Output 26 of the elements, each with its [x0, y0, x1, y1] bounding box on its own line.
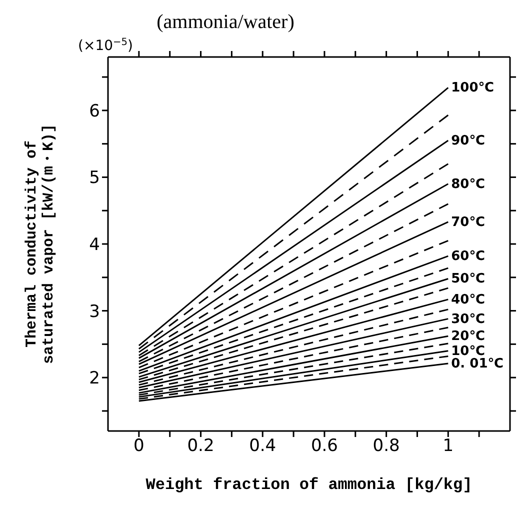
series-label: 20℃ [451, 329, 485, 344]
legend-label: 10℃ [451, 344, 485, 359]
text: (×10$^{−5}$) [78, 36, 133, 54]
series-label: 60℃ [451, 249, 485, 264]
legend-label: 80℃ [451, 176, 485, 192]
y-tick-label: 5 [89, 168, 100, 188]
legend-label: 30℃ [451, 312, 485, 327]
x-tick-label: 0 [134, 436, 144, 456]
y-axis-title: Thermal conductivity of saturated vapor [kW/(m・K)] [24, 124, 58, 364]
x-tick-label: 1 [442, 436, 454, 456]
x-tick-label: 0.2 [187, 436, 214, 456]
y-tick-label: 4 [89, 235, 100, 256]
chart-title: (ammonia/water) [156, 11, 294, 33]
y-tick-label: 6 [89, 101, 100, 122]
series-label: 0. 01℃ [451, 356, 504, 372]
y-tick-label: 3 [89, 302, 100, 322]
legend-label: 50℃ [451, 272, 485, 287]
series-label: 100℃ [451, 80, 494, 96]
x-axis-title: Weight fraction of ammonia [kg/kg] [146, 476, 472, 494]
y-tick-label: 2 [89, 368, 100, 389]
x-tick-label: 0.6 [310, 436, 338, 456]
x-tick-label: 0.4 [249, 436, 276, 456]
series-label: 40℃ [451, 292, 485, 308]
series-label: 70℃ [451, 214, 485, 230]
legend-label: 90℃ [451, 133, 485, 148]
x-tick-label: 0.8 [372, 436, 400, 456]
